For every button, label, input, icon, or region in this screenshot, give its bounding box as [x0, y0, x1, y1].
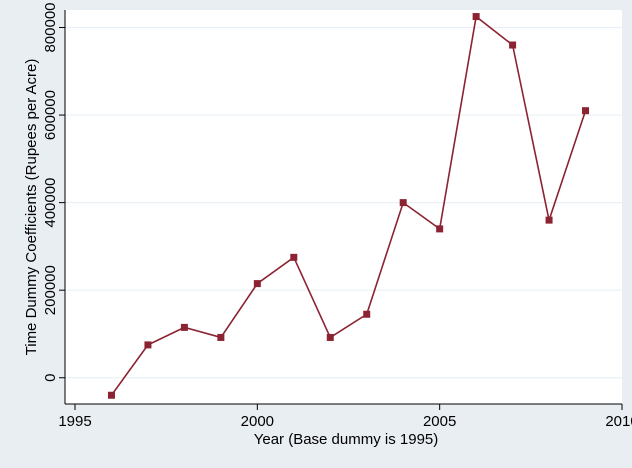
- data-point: [509, 41, 517, 49]
- data-point: [326, 333, 334, 341]
- data-point: [290, 253, 298, 261]
- y-axis-label: Time Dummy Coefficients (Rupees per Acre…: [23, 59, 40, 356]
- data-point: [107, 391, 115, 399]
- grid-lines: [65, 26, 622, 379]
- data-point: [582, 107, 590, 115]
- data-point: [180, 323, 188, 331]
- data-point: [399, 199, 407, 207]
- data-point: [472, 13, 480, 21]
- x-tick-label: 2010: [605, 413, 632, 430]
- series-line: [110, 15, 587, 396]
- y-tick-label: 800000: [42, 2, 59, 52]
- series-markers: [107, 13, 590, 399]
- x-axis-label: Year (Base dummy is 1995): [254, 431, 439, 448]
- y-tick-label: 200000: [42, 265, 59, 315]
- x-tick-label: 2000: [241, 413, 274, 430]
- data-point: [545, 216, 553, 224]
- data-point: [363, 310, 371, 318]
- x-tick-label: 1995: [58, 413, 91, 430]
- series-line-layer: [110, 15, 587, 396]
- y-tick-label: 0: [42, 374, 59, 382]
- data-point: [253, 280, 261, 288]
- y-tick-label: 400000: [42, 178, 59, 228]
- data-point: [144, 341, 152, 349]
- y-tick-label: 600000: [42, 90, 59, 140]
- data-point: [436, 225, 444, 233]
- data-point: [217, 333, 225, 341]
- x-tick-label: 2005: [423, 413, 456, 430]
- axis-ticks: 0 200000 400000 600000 800000 1995 2000 2005 201…: [42, 2, 632, 430]
- plot-area: [65, 10, 622, 404]
